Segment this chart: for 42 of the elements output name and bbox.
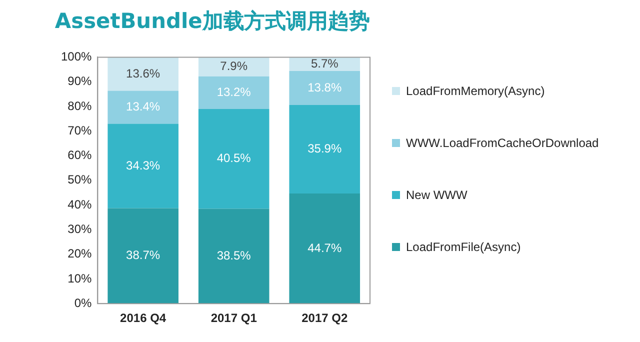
- y-tick-label: 60%: [68, 148, 92, 162]
- y-tick-label: 40%: [68, 197, 92, 212]
- y-tick-label: 50%: [68, 172, 92, 187]
- text: 38.5%: [216, 248, 251, 262]
- bar: [198, 76, 270, 109]
- text: 34.3%: [126, 158, 160, 172]
- y-tick-label: 0%: [74, 296, 92, 310]
- bar: [108, 57, 178, 91]
- legend-label: LoadFromMemory(Async): [406, 84, 545, 98]
- x-tick-label: 2017 Q1: [210, 311, 258, 326]
- bar: [108, 208, 178, 304]
- y-tick-label: 80%: [68, 98, 92, 113]
- bar: [108, 90, 178, 124]
- text: 13.8%: [308, 80, 342, 94]
- text: 13.2%: [216, 84, 251, 99]
- x-tick-label: 2017 Q2: [302, 311, 348, 326]
- text: 5.7%: [310, 56, 338, 70]
- bar: [289, 105, 360, 194]
- x-tick-label: 2016 Q4: [120, 311, 166, 326]
- text: 44.7%: [308, 240, 342, 255]
- bar: [198, 57, 270, 76]
- y-tick-label: 90%: [68, 74, 92, 88]
- text: 40.5%: [216, 151, 251, 166]
- text: 7.9%: [220, 59, 248, 73]
- legend-label: LoadFromFile(Async): [406, 240, 521, 254]
- text: 35.9%: [308, 142, 342, 156]
- bar: [198, 208, 270, 304]
- y-tick-label: 20%: [68, 246, 92, 261]
- bar: [289, 71, 360, 105]
- text: 13.6%: [126, 66, 160, 80]
- y-tick-label: 10%: [68, 271, 92, 286]
- bar: [108, 124, 178, 208]
- text: 38.7%: [126, 248, 160, 262]
- y-tick-label: 100%: [60, 50, 92, 64]
- bar: [198, 108, 270, 209]
- legend-label: WWW.LoadFromCacheOrDownload: [406, 136, 599, 150]
- bar: [289, 193, 360, 304]
- y-tick-label: 30%: [68, 222, 92, 236]
- text: 13.4%: [126, 100, 160, 114]
- legend-label: New WWW: [406, 188, 468, 202]
- y-tick-label: 70%: [68, 123, 92, 138]
- chart-title: AssetBundle加载方式调用趋势: [54, 9, 370, 34]
